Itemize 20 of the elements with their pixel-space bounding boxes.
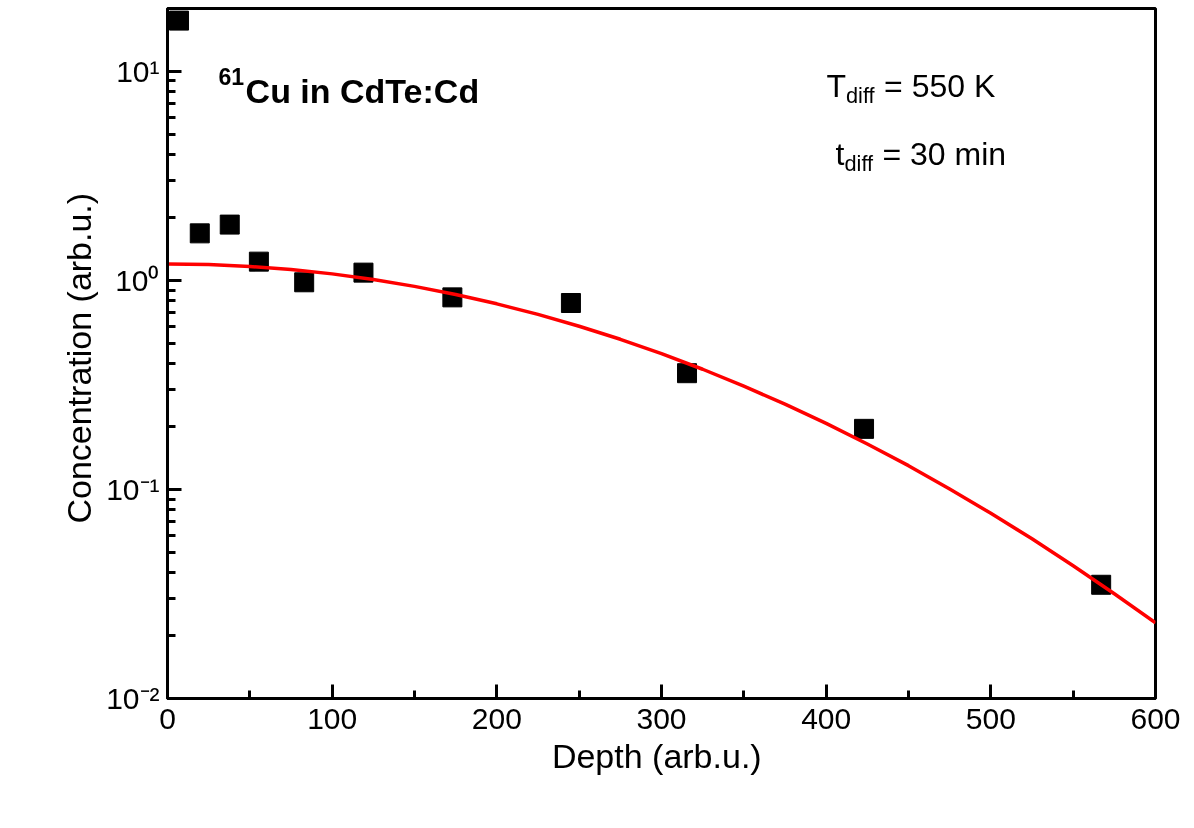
point [854,418,875,439]
x-tick-label: 500 [965,701,1016,735]
point [560,293,581,313]
x-tick-label: 600 [1130,701,1181,735]
x-tick-label: 300 [636,701,687,735]
point [219,214,240,235]
x-tick-label: 200 [471,701,522,735]
x-tick-label: 0 [159,701,176,735]
x-tick-label: 400 [801,701,852,735]
x-tick-label: 100 [307,701,358,735]
point [169,10,190,31]
x-axis-title: Depth (arb.u.) [551,736,762,775]
y-tick-label: 10⁻¹ [106,472,160,506]
point [677,363,698,384]
y-tick-label: 10¹ [116,54,160,88]
y-tick-label: 10⁰ [115,263,160,297]
point [189,223,210,244]
point [294,272,315,293]
y-tick-label: 10⁻² [106,682,160,715]
y-axis-title: Concentration (arb.u.) [60,192,99,524]
